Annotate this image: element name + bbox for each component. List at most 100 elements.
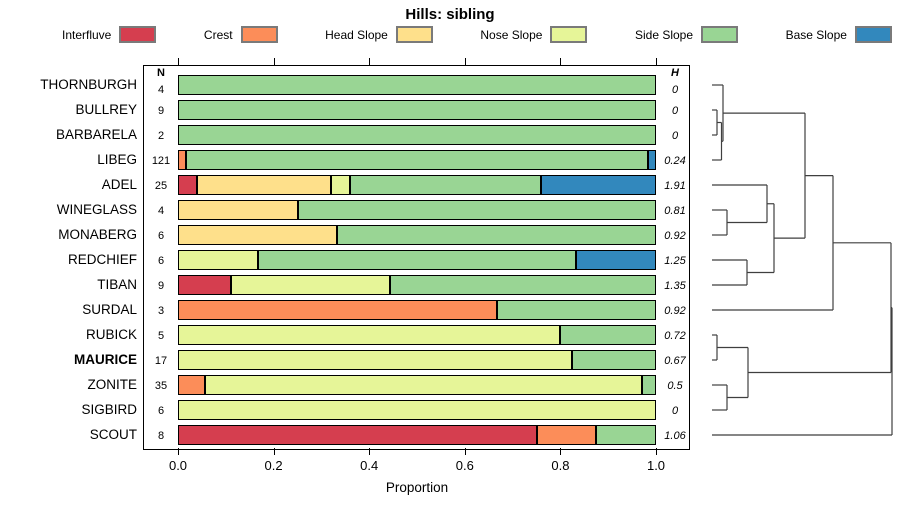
h-value: 0.72 <box>664 330 686 342</box>
bar-segment-zonite-side_slope <box>642 375 656 395</box>
axis-tick-top <box>369 58 370 65</box>
h-column-header: H <box>671 67 679 79</box>
bar-segment-surdal-crest <box>178 300 497 320</box>
legend-label: Crest <box>203 27 233 42</box>
bar-segment-scout-side_slope <box>596 425 656 445</box>
bar-segment-monaberg-side_slope <box>337 225 656 245</box>
n-value: 5 <box>157 330 165 342</box>
n-value: 4 <box>157 84 165 96</box>
plot-area-border <box>143 65 690 450</box>
n-value: 9 <box>157 105 165 117</box>
h-value: 1.35 <box>664 280 686 292</box>
axis-tick-bottom <box>274 448 275 455</box>
x-axis-title: Proportion <box>385 480 449 495</box>
h-value: 1.06 <box>664 430 686 442</box>
bar-segment-tiban-nose_slope <box>231 275 390 295</box>
legend-item-base_slope: Base Slope <box>786 26 892 43</box>
axis-tick-top <box>465 58 466 65</box>
n-value: 4 <box>157 205 165 217</box>
row-label-zonite: ZONITE <box>87 377 138 392</box>
bar-segment-wineglass-side_slope <box>298 200 656 220</box>
bar-segment-adel-interfluve <box>178 175 197 195</box>
row-label-redchief: REDCHIEF <box>67 252 137 267</box>
legend-label: Base Slope <box>785 27 847 42</box>
row-label-tiban: TIBAN <box>97 277 137 292</box>
bar-segment-adel-head_slope <box>197 175 331 195</box>
h-value: 0.92 <box>664 305 686 317</box>
axis-tick-top <box>560 58 561 65</box>
axis-tick-bottom <box>369 448 370 455</box>
n-value: 9 <box>157 280 165 292</box>
h-value: 0.81 <box>664 205 686 217</box>
legend-label: Head Slope <box>325 27 388 42</box>
legend-item-nose_slope: Nose Slope <box>480 26 588 43</box>
chart-title: Hills: sibling <box>405 6 495 23</box>
h-value: 0.24 <box>664 155 686 167</box>
h-value: 0 <box>671 84 679 96</box>
h-value: 0 <box>671 130 679 142</box>
bar-segment-tiban-interfluve <box>178 275 231 295</box>
axis-tick-bottom <box>465 448 466 455</box>
legend-item-side_slope: Side Slope <box>635 26 739 43</box>
row-label-sigbird: SIGBIRD <box>81 402 137 417</box>
row-label-thornburgh: THORNBURGH <box>40 77 137 92</box>
bar-segment-thornburgh-side_slope <box>178 75 656 95</box>
legend-label: Nose Slope <box>480 27 543 42</box>
axis-tick-bottom <box>656 448 657 455</box>
legend-swatch-interfluve <box>119 26 157 43</box>
legend-swatch-nose_slope <box>550 26 588 43</box>
legend-label: Interfluve <box>62 27 112 42</box>
bar-segment-rubick-side_slope <box>560 325 656 345</box>
row-label-scout: SCOUT <box>89 427 137 442</box>
legend-item-interfluve: Interfluve <box>62 26 157 43</box>
n-value: 35 <box>154 380 168 392</box>
h-value: 0.92 <box>664 230 686 242</box>
n-value: 2 <box>157 130 165 142</box>
x-tick-label: 1.0 <box>646 458 666 473</box>
row-label-libeg: LIBEG <box>97 152 137 167</box>
bar-segment-wineglass-head_slope <box>178 200 298 220</box>
x-tick-label: 0.2 <box>264 458 283 473</box>
n-value: 121 <box>151 155 171 167</box>
row-label-wineglass: WINEGLASS <box>56 202 137 217</box>
bar-segment-zonite-nose_slope <box>205 375 642 395</box>
bar-segment-adel-nose_slope <box>331 175 350 195</box>
legend-swatch-crest <box>240 26 278 43</box>
n-value: 25 <box>154 180 168 192</box>
axis-tick-bottom <box>178 448 179 455</box>
row-label-adel: ADEL <box>101 177 137 192</box>
n-value: 6 <box>157 230 165 242</box>
bar-segment-maurice-side_slope <box>572 350 656 370</box>
row-label-barbarela: BARBARELA <box>55 127 137 142</box>
bar-segment-barbarela-side_slope <box>178 125 656 145</box>
axis-tick-bottom <box>560 448 561 455</box>
row-label-bullrey: BULLREY <box>75 102 137 117</box>
n-value: 6 <box>157 255 165 267</box>
n-value: 3 <box>157 305 165 317</box>
axis-tick-top <box>656 58 657 65</box>
x-tick-label: 0.6 <box>455 458 474 473</box>
n-value: 8 <box>157 430 165 442</box>
x-tick-label: 0.0 <box>168 458 188 473</box>
h-value: 1.91 <box>664 180 686 192</box>
h-value: 0 <box>671 405 679 417</box>
x-tick-label: 0.8 <box>551 458 570 473</box>
h-value: 1.25 <box>664 255 686 267</box>
bar-segment-redchief-nose_slope <box>178 250 258 270</box>
bar-segment-zonite-crest <box>178 375 205 395</box>
row-label-surdal: SURDAL <box>82 302 137 317</box>
bar-segment-tiban-side_slope <box>390 275 656 295</box>
bar-segment-adel-side_slope <box>350 175 541 195</box>
bar-segment-maurice-nose_slope <box>178 350 572 370</box>
bar-segment-redchief-side_slope <box>258 250 576 270</box>
x-tick-label: 0.4 <box>360 458 379 473</box>
row-label-monaberg: MONABERG <box>58 227 137 242</box>
n-value: 17 <box>154 355 168 367</box>
legend: Interfluve Crest Head Slope Nose Slope Side … <box>62 26 892 43</box>
row-label-maurice: MAURICE <box>74 352 137 367</box>
bar-segment-sigbird-nose_slope <box>178 400 656 420</box>
bar-segment-libeg-crest <box>178 150 186 170</box>
bar-segment-adel-base_slope <box>541 175 656 195</box>
row-label-rubick: RUBICK <box>85 327 137 342</box>
